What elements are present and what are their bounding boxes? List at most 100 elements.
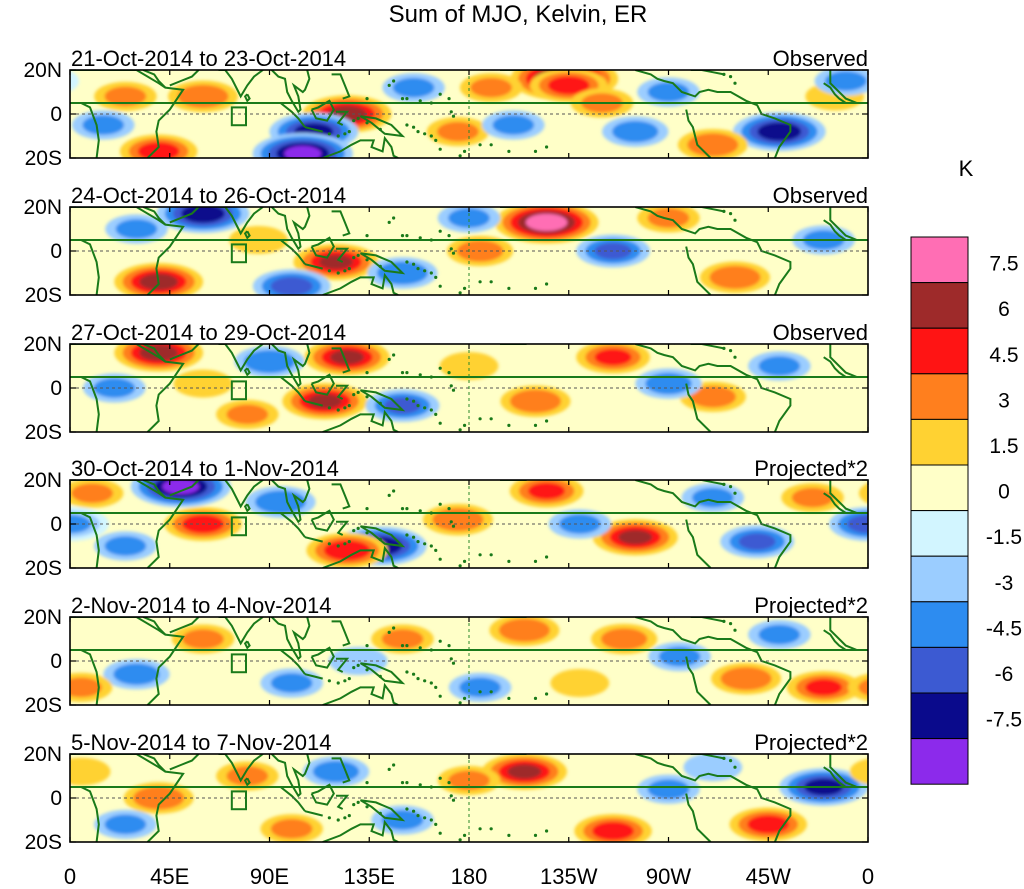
island-marker bbox=[416, 814, 420, 818]
island-marker bbox=[387, 220, 391, 224]
island-marker bbox=[478, 280, 482, 284]
island-marker bbox=[387, 493, 391, 497]
island-marker bbox=[336, 544, 340, 548]
island-marker bbox=[478, 690, 482, 694]
island-marker bbox=[544, 829, 549, 833]
panel-5: 20N 0 20S 2-Nov-2014 to 4-Nov-2014 Projected… bbox=[23, 593, 869, 717]
island-marker bbox=[416, 267, 420, 271]
coastline bbox=[279, 649, 306, 675]
coastline bbox=[304, 400, 323, 407]
island-marker bbox=[423, 406, 427, 410]
island-marker bbox=[343, 269, 347, 273]
anomaly-contour bbox=[182, 629, 224, 649]
island-marker bbox=[378, 537, 382, 542]
x-tick-label: 0 bbox=[64, 864, 76, 889]
coastline bbox=[279, 239, 306, 265]
anomaly-contour bbox=[448, 208, 490, 228]
panel-4: 20N 0 20S 30-Oct-2014 to 1-Nov-2014 Projecte… bbox=[23, 456, 869, 580]
coastline bbox=[685, 109, 712, 158]
panel-date-range: 21-Oct-2014 to 23-Oct-2014 bbox=[71, 46, 346, 71]
island-marker bbox=[378, 811, 382, 816]
island-marker bbox=[507, 833, 511, 838]
island-marker bbox=[507, 696, 511, 701]
island-marker bbox=[544, 282, 549, 286]
island-marker bbox=[451, 524, 456, 528]
island-marker bbox=[416, 540, 420, 544]
island-marker bbox=[447, 781, 451, 785]
coastline bbox=[142, 480, 167, 499]
anomaly-contour bbox=[270, 277, 313, 295]
island-marker bbox=[533, 833, 538, 838]
island-marker bbox=[387, 83, 391, 87]
coastline bbox=[270, 754, 311, 798]
island-marker bbox=[411, 535, 416, 539]
island-marker bbox=[451, 114, 456, 118]
island-marker bbox=[728, 759, 733, 763]
island-marker bbox=[481, 569, 484, 572]
island-marker bbox=[416, 130, 420, 134]
coastline bbox=[823, 356, 868, 378]
anomaly-contour bbox=[594, 348, 632, 366]
colorbar-level-label: 3 bbox=[998, 389, 1010, 412]
panel-date-range: 24-Oct-2014 to 26-Oct-2014 bbox=[71, 183, 346, 208]
island-marker bbox=[365, 644, 369, 648]
island-marker bbox=[728, 212, 733, 216]
coastline bbox=[635, 617, 792, 705]
island-marker bbox=[343, 679, 347, 683]
coastline bbox=[823, 82, 868, 104]
coastline bbox=[823, 629, 868, 651]
coastline bbox=[70, 617, 185, 705]
coastline bbox=[243, 640, 251, 650]
island-marker bbox=[365, 121, 369, 125]
island-marker bbox=[733, 355, 737, 359]
island-marker bbox=[438, 831, 442, 835]
island-marker bbox=[451, 388, 456, 392]
anomaly-contour bbox=[647, 82, 690, 102]
panel-type-label: Projected*2 bbox=[754, 456, 868, 481]
colorbar-level-label: 7.5 bbox=[989, 253, 1018, 276]
island-marker bbox=[447, 644, 451, 648]
colorbar-level-label: -3 bbox=[995, 572, 1014, 595]
coastline-overlay bbox=[70, 754, 868, 842]
colorbar-level-label: -7.5 bbox=[986, 709, 1022, 732]
island-marker bbox=[356, 663, 360, 668]
panel-type-label: Observed bbox=[773, 183, 868, 208]
island-marker bbox=[411, 399, 416, 403]
island-marker bbox=[405, 781, 409, 785]
island-marker bbox=[449, 110, 453, 114]
colorbar-swatch bbox=[910, 236, 969, 284]
anomaly-contour bbox=[720, 667, 772, 691]
island-marker bbox=[458, 154, 462, 158]
island-marker bbox=[365, 371, 369, 375]
panel-date-range: 2-Nov-2014 to 4-Nov-2014 bbox=[71, 593, 331, 618]
island-marker bbox=[434, 822, 438, 827]
island-marker bbox=[722, 72, 726, 76]
y-tick-label: 20N bbox=[23, 196, 62, 219]
island-marker bbox=[365, 97, 369, 101]
anomaly-contour bbox=[738, 533, 776, 550]
island-marker bbox=[733, 765, 737, 769]
island-marker bbox=[728, 349, 733, 353]
coastline bbox=[359, 799, 406, 822]
colorbar-swatch bbox=[910, 464, 969, 512]
anomaly-contour bbox=[709, 265, 761, 289]
colorbar-swatch bbox=[910, 418, 969, 466]
island-marker bbox=[462, 423, 467, 427]
coastline bbox=[635, 344, 792, 432]
colorbar-level-label: 1.5 bbox=[989, 435, 1018, 458]
coastline bbox=[331, 483, 351, 510]
coastline bbox=[279, 376, 306, 402]
coastline bbox=[322, 682, 399, 705]
island-marker bbox=[392, 626, 396, 630]
island-marker bbox=[423, 679, 427, 683]
colorbar-level-label: -4.5 bbox=[986, 617, 1022, 640]
y-tick-label: 0 bbox=[50, 103, 62, 126]
coastline bbox=[243, 777, 251, 787]
coastline bbox=[218, 617, 264, 646]
anomaly-contour bbox=[824, 71, 867, 91]
island-marker bbox=[411, 262, 416, 266]
island-marker bbox=[478, 827, 482, 831]
island-marker bbox=[352, 666, 356, 670]
coastline bbox=[270, 70, 311, 114]
island-marker bbox=[405, 123, 409, 127]
